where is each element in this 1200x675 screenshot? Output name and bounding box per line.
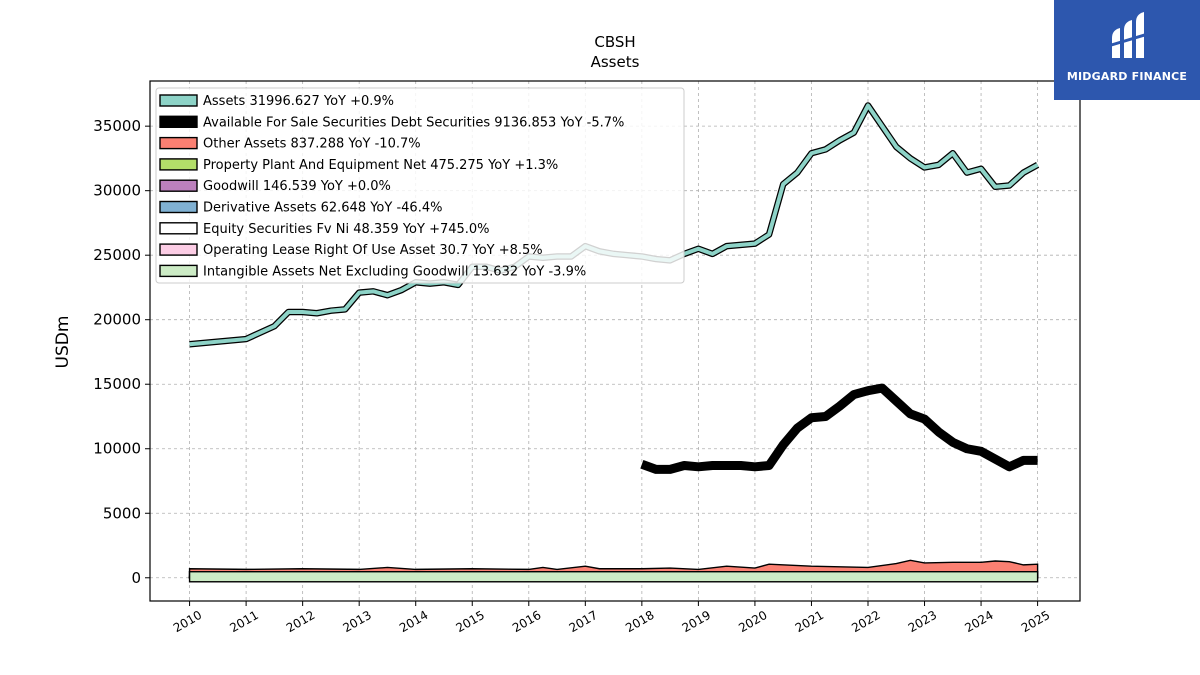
y-tick-label: 0 (131, 569, 141, 587)
legend-swatch (159, 136, 198, 150)
legend: Assets 31996.627 YoY +0.9% Available For … (155, 87, 685, 284)
y-tick-label: 15000 (93, 375, 141, 393)
y-tick-label: 20000 (93, 311, 141, 329)
x-tick-label: 2020 (736, 608, 769, 635)
legend-swatch (159, 115, 198, 129)
y-tick-label: 35000 (93, 117, 141, 135)
x-tick-label: 2024 (962, 608, 995, 635)
series-line (640, 383, 1038, 474)
legend-swatch (159, 200, 198, 214)
legend-label: Assets 31996.627 YoY +0.9% (203, 94, 394, 109)
chart-title: CBSH (594, 33, 635, 51)
legend-label: Other Assets 837.288 YoY -10.7% (203, 137, 421, 152)
x-tick-label: 2012 (284, 608, 317, 635)
x-tick-label: 2025 (1019, 608, 1052, 635)
x-tick-label: 2022 (849, 608, 882, 635)
x-tick-label: 2010 (171, 608, 204, 635)
legend-label: Goodwill 146.539 YoY +0.0% (203, 179, 391, 194)
legend-swatch (159, 158, 198, 171)
legend-box (155, 87, 685, 284)
legend-swatch (159, 264, 198, 278)
y-tick-label: 30000 (93, 182, 141, 200)
legend-swatch (159, 94, 198, 107)
y-tick-label: 10000 (93, 440, 141, 458)
x-tick-label: 2013 (340, 608, 373, 635)
legend-label: Derivative Assets 62.648 YoY -46.4% (203, 201, 442, 216)
plot-frame (149, 80, 1081, 602)
area-base-band (188, 571, 1039, 583)
legend-swatch (159, 179, 198, 192)
legend-label: Available For Sale Securities Debt Secur… (203, 115, 624, 130)
brand-logo: MIDGARD FINANCE (1054, 0, 1200, 100)
x-tick-label: 2019 (680, 608, 713, 635)
x-tick-label: 2015 (454, 608, 487, 635)
x-tick-label: 2021 (793, 608, 826, 635)
legend-swatch (159, 243, 198, 256)
y-tick-label: 5000 (103, 504, 141, 522)
chart-subtitle: Assets (591, 53, 640, 71)
x-tick-label: 2011 (227, 608, 260, 635)
legend-label: Intangible Assets Net Excluding Goodwill… (203, 264, 586, 279)
stacked-areas (188, 559, 1039, 583)
legend-swatch (159, 222, 198, 235)
x-tick-label: 2014 (397, 608, 430, 635)
x-tick-label: 2017 (567, 608, 600, 635)
y-axis-label: USDm (53, 316, 73, 369)
x-tick-label: 2018 (623, 608, 656, 635)
legend-label: Property Plant And Equipment Net 475.275… (203, 158, 558, 173)
brand-mark-icon (1107, 12, 1149, 58)
x-tick-label: 2023 (906, 608, 939, 635)
brand-name: MIDGARD FINANCE (1066, 70, 1188, 83)
legend-label: Operating Lease Right Of Use Asset 30.7 … (203, 243, 543, 258)
y-tick-label: 25000 (93, 246, 141, 264)
legend-label: Equity Securities Fv Ni 48.359 YoY +745.… (203, 222, 490, 237)
x-tick-label: 2016 (510, 608, 543, 635)
